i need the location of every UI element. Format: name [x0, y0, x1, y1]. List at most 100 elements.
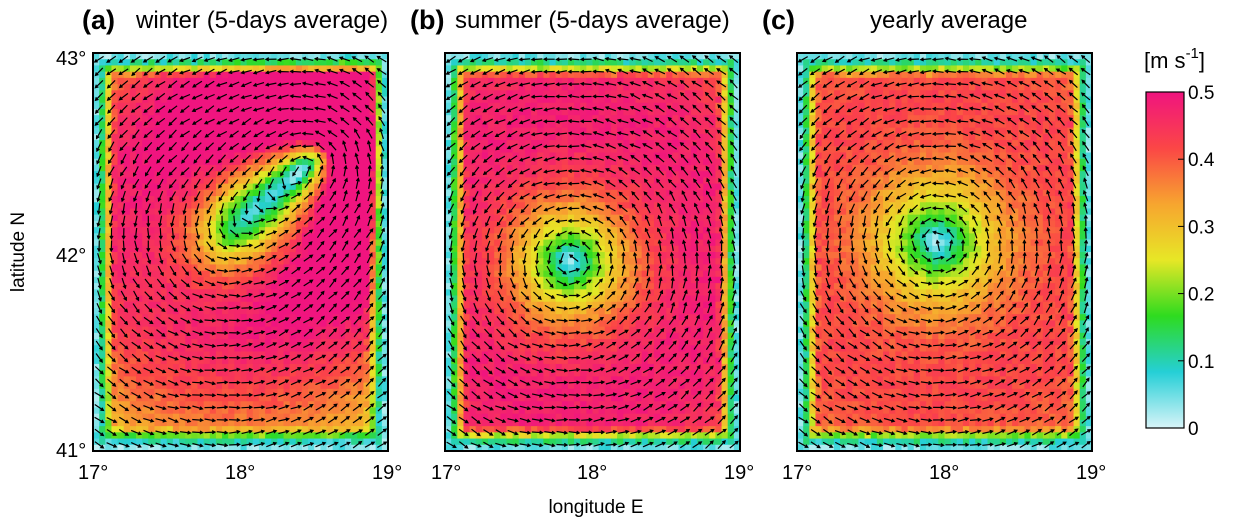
- speed-cell: [111, 115, 119, 123]
- current-vector: [167, 393, 180, 398]
- speed-cell: [457, 71, 465, 79]
- speed-cell: [129, 289, 137, 297]
- speed-cell: [129, 444, 137, 451]
- current-vector: [180, 343, 192, 349]
- speed-cell: [381, 307, 388, 315]
- current-vector: [216, 268, 229, 274]
- current-vector: [229, 405, 241, 410]
- speed-cell: [222, 295, 229, 303]
- speed-cell: [586, 115, 594, 123]
- speed-cell: [715, 71, 723, 79]
- speed-cell: [357, 102, 365, 110]
- speed-cell: [240, 258, 248, 266]
- current-vector: [96, 153, 102, 165]
- speed-cell: [166, 152, 174, 160]
- speed-cell: [222, 395, 229, 402]
- speed-cell: [99, 220, 106, 228]
- speed-cell: [93, 202, 100, 210]
- speed-cell: [475, 77, 483, 85]
- speed-cell: [179, 115, 186, 123]
- speed-cell: [375, 152, 383, 160]
- current-vector: [204, 268, 216, 274]
- speed-cell: [369, 220, 377, 228]
- speed-cell: [271, 432, 278, 440]
- speed-cell: [123, 108, 131, 116]
- current-vector: [278, 292, 290, 299]
- speed-cell: [641, 196, 649, 203]
- current-vector: [328, 341, 338, 349]
- speed-cell: [172, 158, 180, 166]
- speed-cell: [166, 214, 174, 222]
- current-vector: [94, 67, 104, 77]
- speed-cell: [481, 102, 489, 110]
- speed-cell: [543, 158, 551, 166]
- speed-cell: [252, 53, 260, 60]
- speed-cell: [142, 202, 149, 210]
- speed-cell: [172, 432, 180, 440]
- speed-cell: [93, 395, 100, 402]
- speed-cell: [481, 71, 489, 79]
- speed-cell: [234, 108, 242, 116]
- speed-cell: [320, 245, 328, 253]
- speed-cell: [543, 177, 551, 185]
- speed-cell: [215, 140, 223, 147]
- current-vector: [290, 392, 302, 398]
- speed-cell: [721, 90, 729, 98]
- speed-cell: [703, 171, 710, 178]
- speed-cell: [148, 370, 156, 377]
- speed-cell: [500, 127, 508, 135]
- current-vector: [229, 229, 240, 238]
- speed-cell: [258, 102, 266, 110]
- speed-cell: [197, 220, 205, 228]
- current-vector: [290, 192, 302, 200]
- speed-cell: [136, 438, 143, 446]
- speed-cell: [283, 102, 291, 110]
- speed-cell: [129, 295, 137, 303]
- speed-cell: [555, 177, 563, 185]
- speed-cell: [375, 84, 383, 91]
- speed-cell: [344, 77, 352, 85]
- current-vector: [378, 115, 386, 127]
- speed-cell: [308, 84, 315, 91]
- speed-cell: [660, 77, 667, 85]
- speed-cell: [604, 146, 612, 154]
- speed-cell: [451, 152, 458, 160]
- speed-cell: [369, 158, 377, 166]
- speed-cell: [320, 407, 328, 415]
- current-vector: [377, 340, 387, 350]
- speed-cell: [369, 140, 377, 147]
- current-vector: [179, 405, 192, 410]
- current-vector: [229, 442, 241, 447]
- speed-cell: [185, 227, 192, 234]
- speed-cell: [283, 171, 291, 178]
- speed-cell: [375, 214, 383, 222]
- speed-cell: [283, 121, 291, 129]
- speed-cell: [209, 164, 217, 172]
- speed-cell: [258, 183, 266, 191]
- speed-cell: [363, 444, 371, 451]
- speed-cell: [369, 59, 377, 67]
- speed-cell: [99, 239, 106, 247]
- current-vector: [156, 154, 165, 164]
- current-vector: [291, 254, 301, 262]
- speed-cell: [555, 189, 563, 197]
- speed-cell: [172, 202, 180, 210]
- speed-cell: [179, 401, 186, 409]
- speed-cell: [160, 77, 168, 85]
- current-vector: [366, 252, 373, 264]
- speed-cell: [258, 158, 266, 166]
- current-vector: [97, 290, 102, 302]
- speed-cell: [246, 320, 254, 328]
- speed-cell: [234, 227, 242, 234]
- speed-cell: [215, 307, 223, 315]
- speed-cell: [351, 413, 358, 421]
- speed-cell: [277, 53, 285, 60]
- current-vector: [303, 416, 314, 423]
- y-tick-41: 41°: [56, 440, 86, 462]
- speed-cell: [610, 65, 618, 73]
- speed-cell: [252, 189, 260, 197]
- speed-cell: [179, 71, 186, 79]
- speed-cell: [463, 133, 471, 141]
- current-vector: [289, 119, 302, 124]
- current-vector: [208, 228, 213, 240]
